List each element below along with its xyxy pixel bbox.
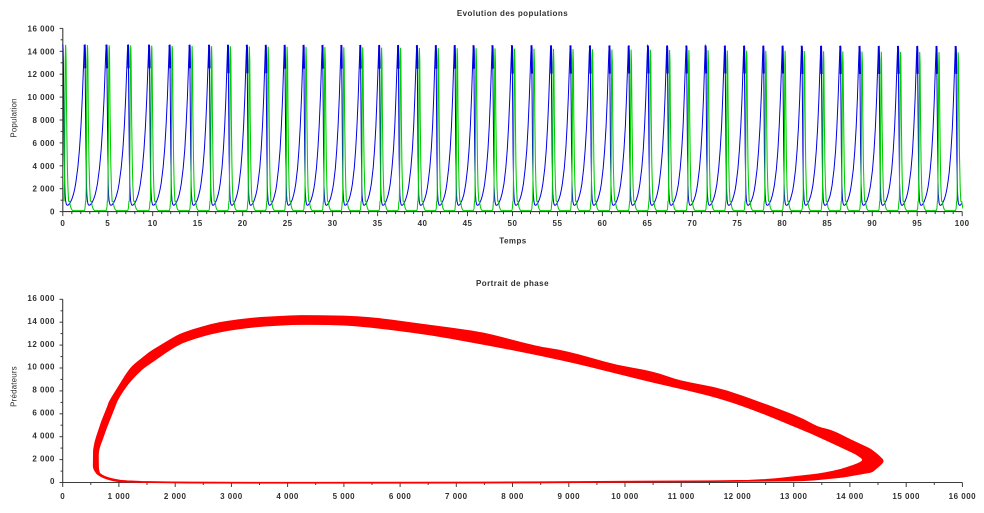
svg-text:12 000: 12 000 bbox=[27, 340, 55, 349]
svg-text:5: 5 bbox=[105, 219, 110, 228]
svg-text:13 000: 13 000 bbox=[780, 492, 808, 501]
svg-text:50: 50 bbox=[508, 219, 518, 228]
svg-text:12 000: 12 000 bbox=[28, 70, 56, 79]
svg-text:10: 10 bbox=[148, 219, 158, 228]
svg-text:20: 20 bbox=[238, 219, 248, 228]
svg-text:Portrait de phase: Portrait de phase bbox=[476, 279, 549, 288]
svg-text:8 000: 8 000 bbox=[32, 116, 55, 125]
svg-text:8 000: 8 000 bbox=[501, 492, 524, 501]
svg-text:0: 0 bbox=[50, 477, 55, 486]
svg-text:Evolution des populations: Evolution des populations bbox=[457, 9, 568, 18]
svg-text:25: 25 bbox=[283, 219, 293, 228]
svg-text:14 000: 14 000 bbox=[27, 317, 55, 326]
svg-text:2 000: 2 000 bbox=[32, 185, 55, 194]
svg-text:15: 15 bbox=[193, 219, 203, 228]
svg-text:55: 55 bbox=[553, 219, 563, 228]
svg-text:4 000: 4 000 bbox=[276, 492, 299, 501]
svg-text:6 000: 6 000 bbox=[32, 139, 55, 148]
svg-text:3 000: 3 000 bbox=[220, 492, 243, 501]
svg-text:95: 95 bbox=[912, 219, 922, 228]
svg-text:2 000: 2 000 bbox=[164, 492, 187, 501]
svg-text:10 000: 10 000 bbox=[27, 363, 55, 372]
svg-text:2 000: 2 000 bbox=[32, 454, 55, 463]
svg-text:Temps: Temps bbox=[499, 237, 527, 246]
svg-text:90: 90 bbox=[867, 219, 877, 228]
svg-text:10 000: 10 000 bbox=[611, 492, 639, 501]
svg-text:5 000: 5 000 bbox=[333, 492, 356, 501]
svg-text:1 000: 1 000 bbox=[108, 492, 131, 501]
svg-text:10 000: 10 000 bbox=[28, 93, 56, 102]
svg-text:Population: Population bbox=[10, 98, 19, 137]
svg-text:6 000: 6 000 bbox=[32, 409, 55, 418]
svg-text:70: 70 bbox=[687, 219, 697, 228]
svg-text:100: 100 bbox=[955, 219, 970, 228]
svg-text:0: 0 bbox=[50, 208, 55, 217]
svg-text:35: 35 bbox=[373, 219, 383, 228]
svg-text:6 000: 6 000 bbox=[389, 492, 412, 501]
svg-text:15 000: 15 000 bbox=[892, 492, 920, 501]
svg-text:4 000: 4 000 bbox=[32, 431, 55, 440]
svg-text:14 000: 14 000 bbox=[28, 47, 56, 56]
svg-text:75: 75 bbox=[732, 219, 742, 228]
svg-text:60: 60 bbox=[597, 219, 607, 228]
svg-text:65: 65 bbox=[642, 219, 652, 228]
svg-text:16 000: 16 000 bbox=[28, 24, 56, 33]
svg-text:0: 0 bbox=[60, 492, 65, 501]
svg-text:16 000: 16 000 bbox=[949, 492, 977, 501]
svg-text:12 000: 12 000 bbox=[724, 492, 752, 501]
svg-text:16 000: 16 000 bbox=[27, 294, 55, 303]
svg-text:4 000: 4 000 bbox=[32, 162, 55, 171]
svg-text:7 000: 7 000 bbox=[445, 492, 468, 501]
svg-text:8 000: 8 000 bbox=[32, 386, 55, 395]
svg-text:14 000: 14 000 bbox=[836, 492, 864, 501]
svg-text:45: 45 bbox=[463, 219, 473, 228]
svg-text:9 000: 9 000 bbox=[558, 492, 581, 501]
svg-text:30: 30 bbox=[328, 219, 338, 228]
svg-text:80: 80 bbox=[777, 219, 787, 228]
svg-text:Prédateurs: Prédateurs bbox=[10, 366, 19, 407]
svg-text:40: 40 bbox=[418, 219, 428, 228]
svg-text:85: 85 bbox=[822, 219, 832, 228]
svg-text:11 000: 11 000 bbox=[668, 492, 695, 501]
svg-text:0: 0 bbox=[60, 219, 65, 228]
